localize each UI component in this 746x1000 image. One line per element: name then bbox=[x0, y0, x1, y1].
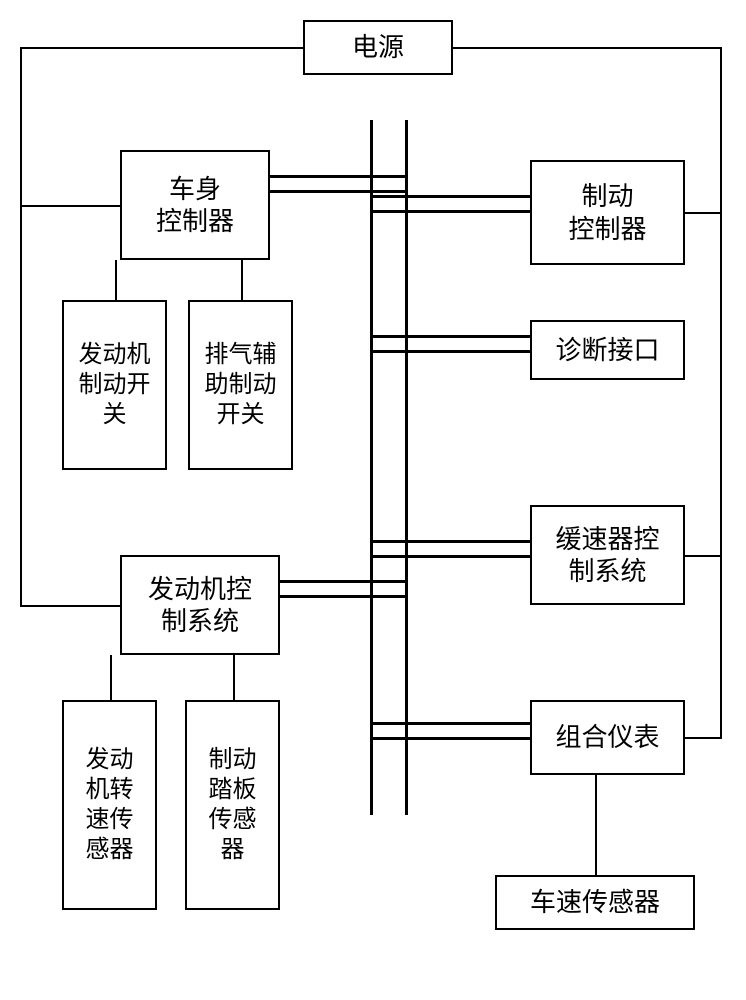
power-tap-brake_controller bbox=[685, 212, 722, 214]
bus-conn-retarder_ctrl-a bbox=[370, 540, 530, 543]
node-diag_interface: 诊断接口 bbox=[530, 320, 685, 380]
bus-conn-brake_controller-a bbox=[370, 195, 530, 198]
node-engine_rpm_sens: 发动 机转 速传 感器 bbox=[62, 700, 157, 910]
node-body_controller: 车身 控制器 bbox=[120, 150, 270, 260]
bus-conn-engine-ctrl-b bbox=[280, 595, 408, 598]
bus-rail-left bbox=[370, 120, 373, 815]
bus-rail-right bbox=[405, 120, 408, 815]
node-speed_sensor: 车速传感器 bbox=[495, 875, 695, 930]
bus-conn-diag_interface-b bbox=[370, 350, 530, 353]
bus-conn-cluster-a bbox=[370, 722, 530, 725]
power-rail-left bbox=[20, 47, 22, 607]
power-tap-retarder_ctrl bbox=[685, 555, 722, 557]
node-brake_pedal_sens: 制动 踏板 传感 器 bbox=[185, 700, 280, 910]
node-power: 电源 bbox=[303, 20, 453, 75]
edge-engine_ctrl_sys-engine_rpm_sens bbox=[110, 655, 112, 700]
bus-conn-engine-ctrl-a bbox=[280, 580, 408, 583]
power-rail-right bbox=[720, 47, 722, 739]
node-cluster: 组合仪表 bbox=[530, 700, 685, 775]
node-engine_ctrl_sys: 发动机控 制系统 bbox=[120, 555, 280, 655]
node-engine_brake_sw: 发动机 制动开 关 bbox=[62, 300, 167, 470]
bus-conn-body-controller-a bbox=[270, 175, 408, 178]
power-tap-body_controller bbox=[20, 205, 120, 207]
power-tap-engine_ctrl_sys bbox=[20, 605, 120, 607]
edge-engine_ctrl_sys-brake_pedal_sens bbox=[233, 655, 235, 700]
bus-conn-retarder_ctrl-b bbox=[370, 555, 530, 558]
edge-body_controller-engine_brake_sw bbox=[115, 260, 117, 300]
node-retarder_ctrl: 缓速器控 制系统 bbox=[530, 505, 685, 605]
power-tap-cluster bbox=[685, 737, 722, 739]
power-rail-top-left bbox=[20, 47, 303, 49]
bus-conn-body-controller-b bbox=[270, 190, 408, 193]
bus-conn-cluster-b bbox=[370, 737, 530, 740]
edge-cluster-speed_sensor bbox=[595, 775, 597, 875]
bus-conn-diag_interface-a bbox=[370, 335, 530, 338]
power-rail-top-right bbox=[453, 47, 720, 49]
node-exhaust_brake_sw: 排气辅 助制动 开关 bbox=[188, 300, 293, 470]
node-brake_controller: 制动 控制器 bbox=[530, 160, 685, 265]
bus-conn-brake_controller-b bbox=[370, 210, 530, 213]
edge-body_controller-exhaust_brake_sw bbox=[241, 260, 243, 300]
